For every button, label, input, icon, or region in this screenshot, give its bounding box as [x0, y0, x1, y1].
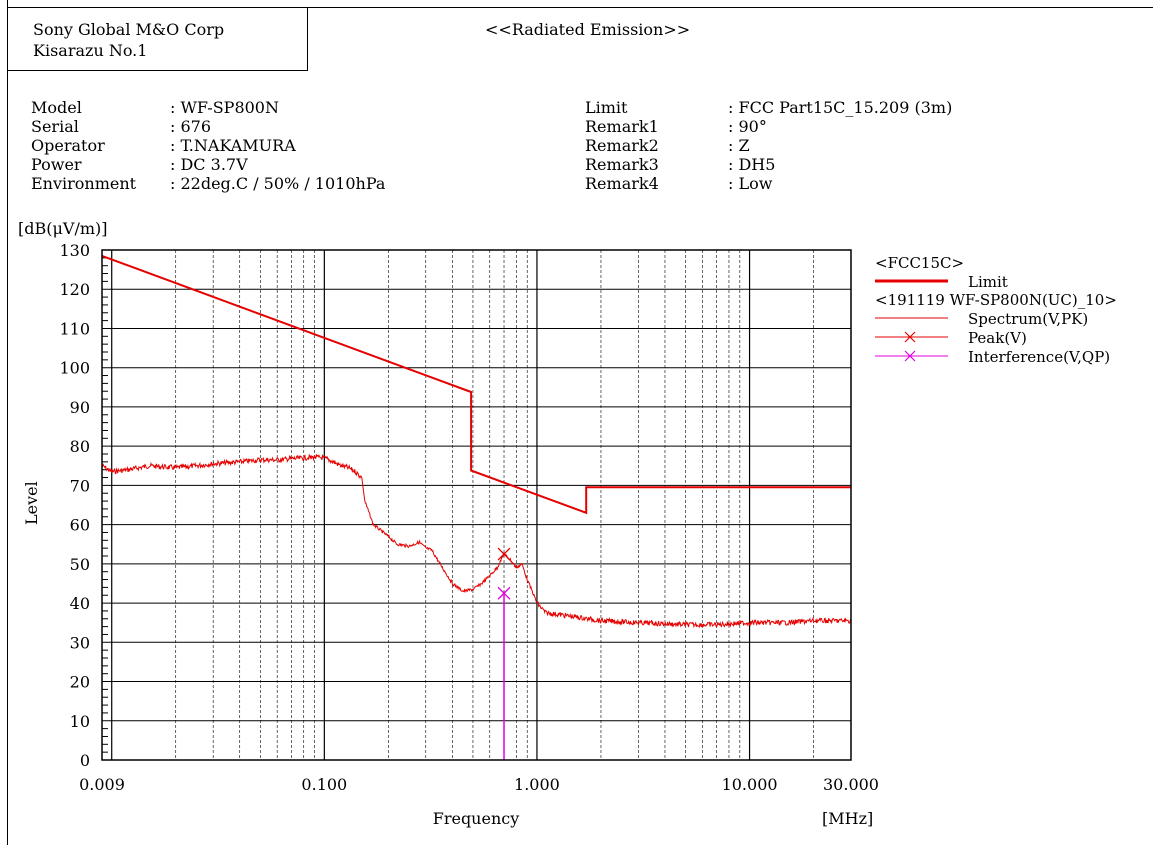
legend-limit-label: Limit	[968, 273, 1008, 291]
y-tick-label: 50	[70, 555, 90, 574]
report-title: <<Radiated Emission>>	[485, 20, 691, 39]
legend-peak-x-icon	[904, 331, 916, 343]
info-value-remark3: : DH5	[728, 155, 776, 174]
legend-spectrum-label: Spectrum(V,PK)	[968, 310, 1088, 328]
info-value-serial: : 676	[170, 117, 212, 136]
y-tick-labels: 0 10 20 30 40 50 60 70 80 90 100 110 120 130	[59, 241, 90, 770]
x-tick-label: 0.100	[301, 775, 347, 794]
info-value-remark4: : Low	[728, 174, 773, 193]
y-tick-label: 130	[59, 241, 90, 260]
page-frame-top	[7, 7, 1153, 8]
y-tick-label: 0	[80, 751, 90, 770]
x-tick-label: 0.009	[79, 775, 125, 794]
x-tick-labels: 0.009 0.100 1.000 10.000 30.000	[79, 775, 879, 794]
company-name: Sony Global M&O Corp	[33, 20, 225, 39]
y-tick-label: 20	[70, 673, 90, 692]
info-key-remark2: Remark2	[585, 136, 659, 155]
y-tick-label: 30	[70, 633, 90, 652]
limit-line	[101, 254, 851, 515]
company-box	[7, 7, 308, 71]
y-tick-label: 120	[59, 280, 90, 299]
info-value-limit: : FCC Part15C_15.209 (3m)	[728, 98, 953, 117]
y-tick-label: 60	[70, 516, 90, 535]
info-value-power: : DC 3.7V	[170, 155, 248, 174]
info-key-environment: Environment	[31, 174, 137, 193]
company-site: Kisarazu No.1	[33, 41, 148, 60]
info-key-limit: Limit	[585, 98, 628, 117]
y-tick-label: 90	[70, 398, 90, 417]
y-tick-label: 100	[59, 359, 90, 378]
info-key-remark4: Remark4	[585, 174, 659, 193]
spectrum-trace	[101, 453, 852, 629]
info-key-remark3: Remark3	[585, 155, 659, 174]
legend-group-measurement: <191119 WF-SP800N(UC)_10>	[875, 291, 1117, 309]
legend: <FCC15C> Limit <191119 WF-SP800N(UC)_10>…	[875, 254, 1117, 366]
y-tick-label: 70	[70, 476, 90, 495]
info-key-operator: Operator	[31, 136, 105, 155]
y-tick-label: 40	[70, 594, 90, 613]
y-unit-label: [dB(μV/m)]	[18, 219, 107, 238]
legend-group-fcc15c: <FCC15C>	[875, 254, 964, 272]
info-value-model: : WF-SP800N	[170, 98, 279, 117]
legend-interference-label: Interference(V,QP)	[968, 348, 1110, 366]
peak-marker	[497, 547, 511, 561]
info-key-remark1: Remark1	[585, 117, 659, 136]
plot-area-border	[101, 249, 852, 761]
info-value-environment: : 22deg.C / 50% / 1010hPa	[170, 174, 386, 193]
y-tick-label: 10	[70, 712, 90, 731]
info-key-model: Model	[31, 98, 82, 117]
y-axis-title: Level	[22, 481, 41, 525]
legend-peak-label: Peak(V)	[968, 329, 1027, 347]
x-unit-label: [MHz]	[822, 809, 873, 828]
chart-grid	[101, 249, 852, 761]
info-key-power: Power	[31, 155, 82, 174]
info-value-remark2: : Z	[728, 136, 750, 155]
chart-ticks	[102, 257, 108, 753]
x-tick-label: 10.000	[722, 775, 778, 794]
x-tick-label: 30.000	[823, 775, 879, 794]
interference-marker	[497, 586, 511, 600]
y-tick-label: 110	[59, 319, 90, 338]
info-value-remark1: : 90°	[728, 117, 767, 136]
chart-series	[101, 254, 852, 760]
x-tick-label: 1.000	[514, 775, 560, 794]
x-axis-title: Frequency	[433, 809, 520, 828]
page-frame-left	[7, 0, 8, 845]
y-tick-label: 80	[70, 437, 90, 456]
legend-interference-x-icon	[904, 350, 916, 362]
info-key-serial: Serial	[31, 117, 79, 136]
info-value-operator: : T.NAKAMURA	[170, 136, 296, 155]
